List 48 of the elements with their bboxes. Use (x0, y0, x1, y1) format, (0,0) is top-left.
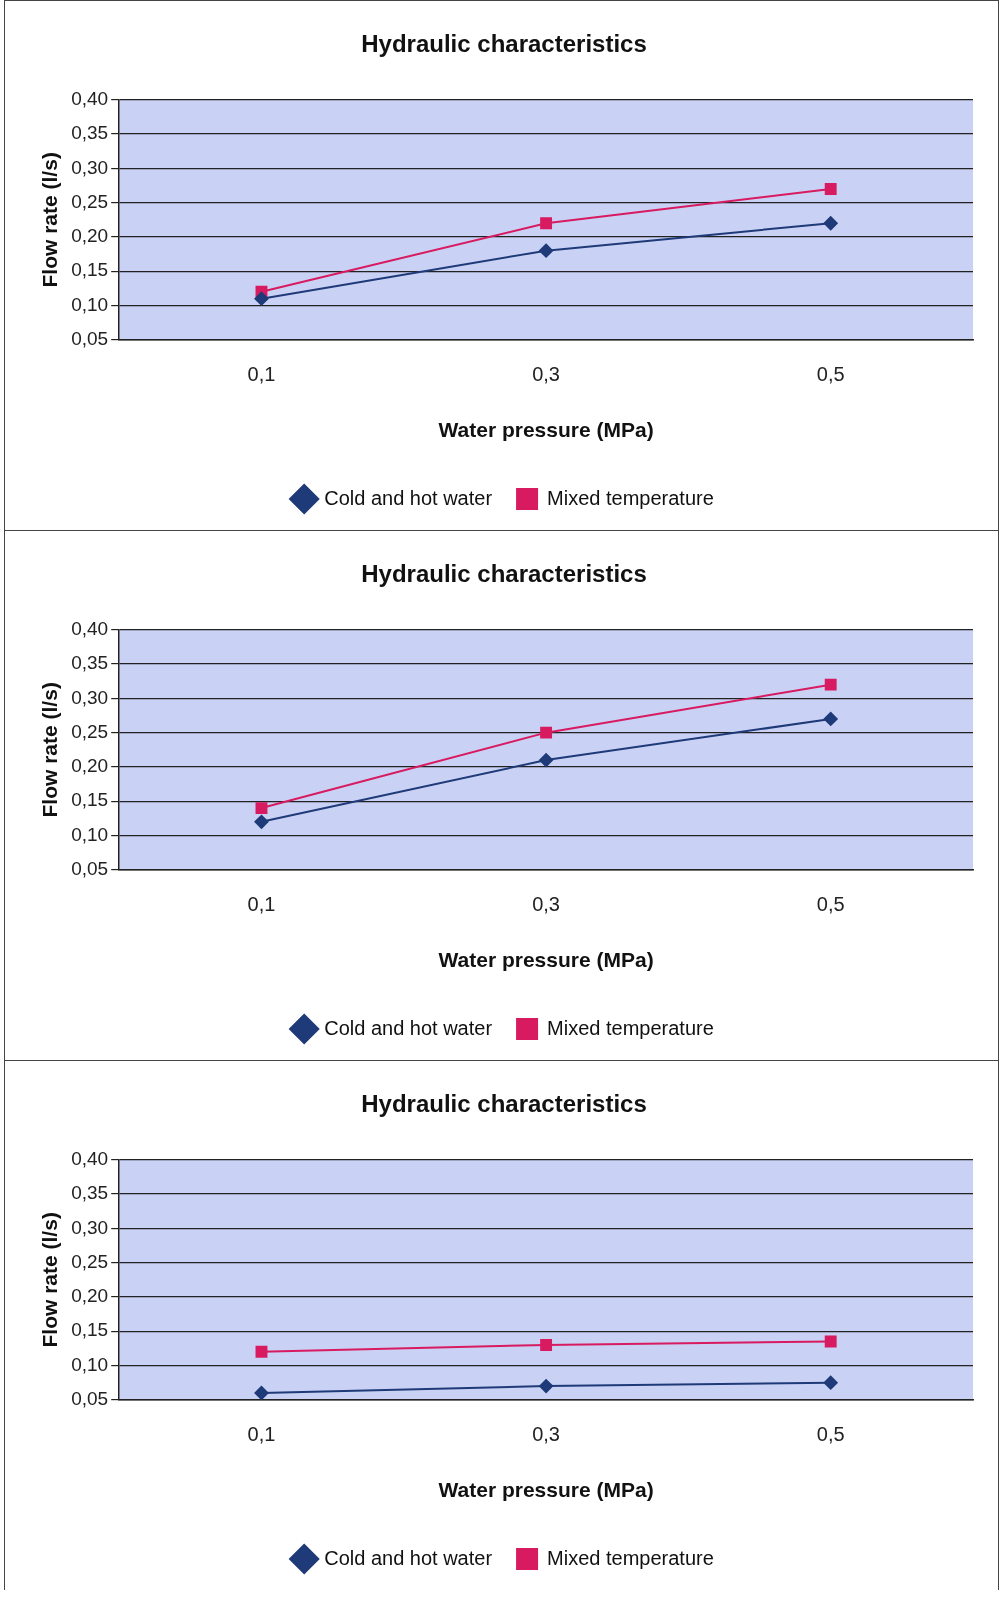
x-tick-label: 0,5 (816, 363, 845, 386)
y-tick-label: 0,15 (71, 789, 109, 811)
y-tick-label: 0,35 (71, 652, 109, 674)
y-axis-title: Flow rate (l/s) (38, 152, 62, 288)
x-axis-title: Water pressure (MPa) (438, 1478, 654, 1502)
chart-title: Hydraulic characteristics (361, 1090, 647, 1118)
x-tick-label: 0,1 (247, 893, 276, 916)
y-tick-label: 0,05 (71, 858, 109, 880)
legend-label: Mixed temperature (547, 1546, 714, 1569)
legend-label: Cold and hot water (324, 1016, 493, 1039)
y-tick-label: 0,10 (71, 1353, 109, 1375)
x-tick-label: 0,3 (532, 1423, 560, 1446)
chart-title: Hydraulic characteristics (361, 560, 647, 588)
y-tick-label: 0,30 (71, 156, 109, 178)
y-tick-label: 0,10 (71, 823, 109, 845)
x-tick-label: 0,1 (247, 1423, 276, 1446)
legend-label: Cold and hot water (324, 1546, 493, 1569)
y-tick-label: 0,40 (71, 1148, 109, 1170)
x-tick-label: 0,3 (532, 893, 560, 916)
y-tick-label: 0,25 (71, 720, 109, 742)
y-tick-label: 0,30 (71, 1216, 109, 1238)
y-tick-label: 0,15 (71, 1319, 109, 1341)
y-tick-label: 0,30 (71, 686, 109, 708)
y-tick-label: 0,20 (71, 755, 109, 777)
y-tick-label: 0,40 (71, 88, 109, 110)
y-tick-label: 0,10 (71, 293, 109, 315)
x-tick-label: 0,5 (816, 1423, 845, 1446)
y-axis-title: Flow rate (l/s) (38, 1212, 62, 1348)
legend-label: Cold and hot water (324, 486, 493, 509)
y-tick-label: 0,35 (71, 1182, 109, 1204)
y-tick-label: 0,40 (71, 618, 109, 640)
legend-label: Mixed temperature (547, 1016, 714, 1039)
chart-title: Hydraulic characteristics (361, 30, 647, 58)
y-axis-title: Flow rate (l/s) (38, 682, 62, 818)
x-axis-title: Water pressure (MPa) (438, 418, 654, 442)
x-axis-title: Water pressure (MPa) (438, 948, 654, 972)
y-tick-label: 0,25 (71, 1250, 109, 1272)
y-tick-label: 0,05 (71, 328, 109, 350)
y-tick-label: 0,20 (71, 1285, 109, 1307)
y-tick-label: 0,35 (71, 122, 109, 144)
x-tick-label: 0,3 (532, 363, 560, 386)
y-tick-label: 0,25 (71, 190, 109, 212)
x-tick-label: 0,1 (247, 363, 276, 386)
y-tick-label: 0,20 (71, 225, 109, 247)
legend-label: Mixed temperature (547, 486, 714, 509)
y-tick-label: 0,15 (71, 259, 109, 281)
x-tick-label: 0,5 (816, 893, 845, 916)
y-tick-label: 0,05 (71, 1388, 109, 1410)
